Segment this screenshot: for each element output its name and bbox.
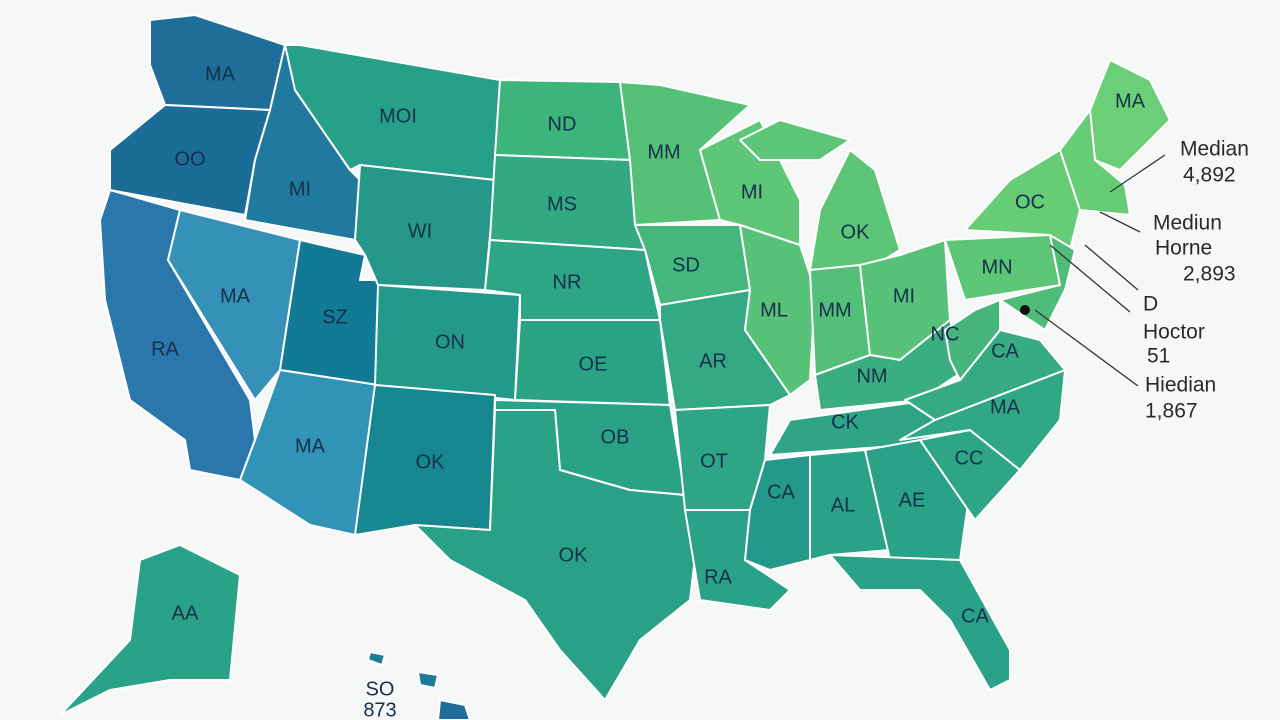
state-label: OC xyxy=(1015,191,1045,213)
state xyxy=(167,209,301,401)
state-label: MI xyxy=(289,178,311,200)
state-label: SD xyxy=(672,254,700,276)
annotation-text: 2,893 xyxy=(1183,263,1236,286)
state xyxy=(739,224,816,396)
state-label: ML xyxy=(760,299,788,321)
state-label: NC xyxy=(931,323,960,345)
annotation-text: Hoctor xyxy=(1143,321,1205,344)
annotation-text: 4,892 xyxy=(1183,164,1236,187)
leader-line xyxy=(1034,309,1139,387)
state-label: MA xyxy=(990,396,1021,418)
state-label: MM xyxy=(818,299,851,321)
state xyxy=(1089,59,1171,171)
state xyxy=(829,554,1011,691)
state xyxy=(809,449,891,561)
state xyxy=(1059,109,1131,216)
marker xyxy=(1020,305,1030,315)
annotation-text: Horne xyxy=(1155,237,1212,260)
annotation-text: 51 xyxy=(1147,345,1170,368)
annotations: Median 4,892 Mediun Horne 2,893 D Hoctor… xyxy=(1020,138,1249,423)
state-label: OO xyxy=(174,148,205,170)
leader-line xyxy=(1099,211,1141,233)
state-label: MI xyxy=(741,181,763,203)
state-label: AR xyxy=(699,350,727,372)
state-label: WI xyxy=(408,220,432,242)
state-label: RA xyxy=(704,566,732,588)
state-label: CC xyxy=(955,447,984,469)
state-label: MM xyxy=(647,141,680,163)
state xyxy=(417,671,439,689)
state xyxy=(809,149,901,271)
state-label: CA xyxy=(991,340,1019,362)
state-label: MI xyxy=(893,285,915,307)
state-label: ND xyxy=(548,113,577,135)
state-labels: MA OO MI RA MA SZ MA MOI WI ON OK ND MS … xyxy=(151,63,1146,720)
state-label: MS xyxy=(547,193,577,215)
hawaii-label: SO xyxy=(366,678,395,700)
state-label: OE xyxy=(579,353,608,375)
state xyxy=(944,299,1001,381)
state-label: MN xyxy=(981,256,1012,278)
state-label: NR xyxy=(553,271,582,293)
leader-line xyxy=(1049,244,1131,313)
state-label: OB xyxy=(601,426,630,448)
state-label: AL xyxy=(831,494,855,516)
state-label: ON xyxy=(435,331,465,353)
state-label: MA xyxy=(295,435,326,457)
state-label: MA xyxy=(1115,90,1146,112)
annotation-text: Median xyxy=(1180,138,1249,161)
state-label: CA xyxy=(767,481,795,503)
state-label: CA xyxy=(961,605,989,627)
state xyxy=(437,699,471,720)
state-label: OT xyxy=(700,450,728,472)
state-label: AE xyxy=(899,489,926,511)
leader-line xyxy=(1109,154,1166,193)
state-label: OK xyxy=(559,544,589,566)
state-label: CK xyxy=(831,411,859,433)
annotation-text: D xyxy=(1143,293,1158,316)
state-label: OK xyxy=(416,451,446,473)
state-label: OK xyxy=(841,221,871,243)
annotation-text: 1,867 xyxy=(1145,400,1198,423)
state-label: RA xyxy=(151,338,179,360)
annotation-text: Mediun xyxy=(1153,212,1222,235)
leader-line xyxy=(1084,244,1139,291)
state-label: NM xyxy=(856,365,887,387)
state xyxy=(999,234,1076,331)
states xyxy=(59,14,1171,720)
state xyxy=(414,409,701,701)
state xyxy=(367,651,386,666)
state-label: AA xyxy=(172,602,199,624)
state-label: MA xyxy=(205,63,236,85)
state xyxy=(59,544,241,716)
state-label: SZ xyxy=(322,306,348,328)
annotation-text: Hiedian xyxy=(1145,374,1216,397)
state-label: MOI xyxy=(379,105,417,127)
hawaii-label: 873 xyxy=(363,699,396,720)
state-label: MA xyxy=(220,285,251,307)
state xyxy=(739,119,851,161)
